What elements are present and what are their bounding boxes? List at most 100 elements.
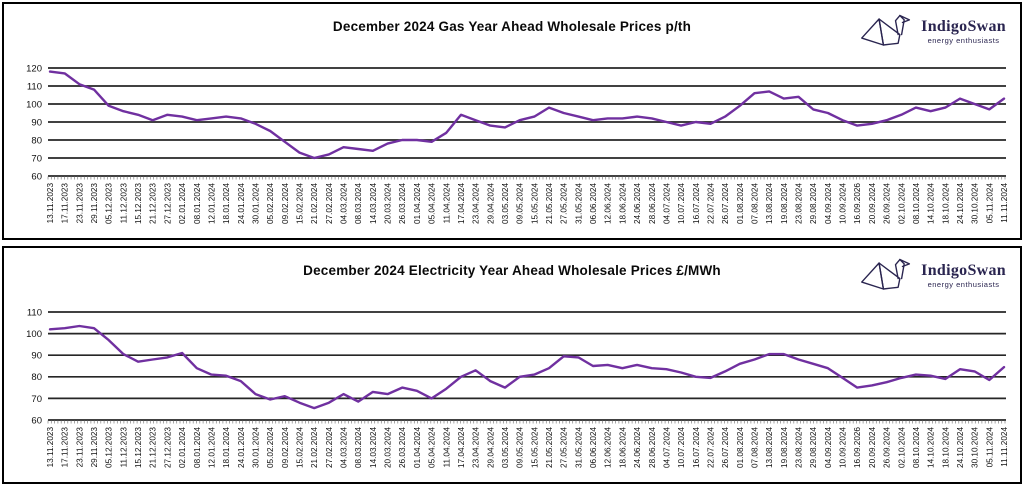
x-axis-label: 26.09.2024 [883,183,892,224]
x-axis-label: 11.04.2024 [442,183,451,224]
x-axis-label: 04.07.2024 [662,183,671,224]
x-axis-label: 20.09.2024 [868,183,877,224]
x-axis-label: 20.03.2024 [384,183,393,224]
x-axis-label: 17.04.2024 [457,183,466,224]
y-axis-label: 120 [26,63,42,74]
x-axis-label: 18.06.2024 [618,427,627,468]
x-axis-label: 24.06.2024 [633,427,642,468]
x-axis-label: 05.04.2024 [428,183,437,224]
x-axis-label: 02.10.2024 [897,183,906,224]
x-axis-label: 21.02.2024 [310,183,319,224]
x-axis-label: 15.02.2024 [296,183,305,224]
x-axis-label: 15.02.2024 [296,427,305,468]
x-axis-label: 29.11.2023 [90,183,99,224]
x-axis-label: 29.08.2024 [809,183,818,224]
x-axis-label: 16.07.2024 [692,427,701,468]
x-axis-label: 17.04.2024 [457,427,466,468]
x-axis-label: 26.09.2024 [883,427,892,468]
x-axis-label: 06.06.2024 [589,427,598,468]
x-axis-label: 21.05.2024 [545,183,554,224]
x-axis-label: 11.11.2024 [1000,183,1009,223]
x-axis-label: 03.05.2024 [501,427,510,468]
x-axis-label: 16.09.2026 [853,183,862,224]
x-axis-label: 22.07.2024 [706,427,715,468]
brand-logo: IndigoSwan energy enthusiasts [860,255,1006,297]
x-axis-label: 24.10.2024 [956,427,965,468]
brand-tagline: energy enthusiasts [927,280,1000,290]
x-axis-label: 12.06.2024 [604,427,613,468]
y-axis-label: 60 [31,171,42,182]
x-axis-label: 30.01.2024 [251,183,260,224]
brand-name: IndigoSwan [921,18,1006,36]
x-axis-label: 17.11.2023 [61,183,70,224]
x-axis-label: 10.07.2024 [677,427,686,468]
x-axis-label: 02.01.2024 [178,427,187,468]
x-axis-label: 04.03.2024 [340,427,349,468]
electricity-chart-title: December 2024 Electricity Year Ahead Who… [303,263,721,278]
brand-name: IndigoSwan [921,262,1006,280]
x-axis-label: 05.04.2024 [428,427,437,468]
x-axis-label: 13.08.2024 [765,427,774,468]
x-axis-label: 10.09.2024 [839,427,848,468]
x-axis-label: 23.08.2024 [795,183,804,224]
gas-chart-title: December 2024 Gas Year Ahead Wholesale P… [332,19,692,34]
x-axis-label: 01.08.2024 [736,427,745,468]
y-axis-label: 100 [26,99,42,110]
x-axis-label: 19.08.2024 [780,427,789,468]
x-axis-label: 26.03.2024 [398,427,407,468]
x-axis-label: 09.02.2024 [281,183,290,224]
x-axis-label: 21.12.2023 [149,183,158,224]
x-axis-label: 13.11.2023 [46,183,55,224]
x-axis-label: 20.09.2024 [868,427,877,468]
x-axis-label: 07.08.2024 [750,427,759,468]
x-axis-label: 26.03.2024 [398,183,407,224]
x-axis-label: 17.11.2023 [61,427,70,468]
y-axis-label: 100 [26,329,42,340]
x-axis-label: 12.01.2024 [207,183,216,224]
x-axis-label: 05.12.2023 [105,427,114,468]
x-axis-label: 05.11.2024 [985,427,994,468]
y-axis-label: 60 [31,415,42,426]
x-axis-label: 30.10.2024 [971,427,980,468]
x-axis-label: 13.08.2024 [765,183,774,224]
x-axis-label: 08.01.2024 [193,427,202,468]
x-axis-label: 24.10.2024 [956,183,965,224]
origami-swan-icon [861,258,911,290]
price-line [48,70,1006,160]
x-axis-label: 15.05.2024 [530,183,539,224]
brand-tagline: energy enthusiasts [927,36,1000,46]
x-axis-label: 23.11.2023 [75,183,84,224]
x-axis-label: 04.03.2024 [340,183,349,224]
x-axis-label: 13.11.2023 [46,427,55,468]
x-axis-label: 14.03.2024 [369,183,378,224]
x-axis-label: 08.01.2024 [193,183,202,224]
x-axis-label: 12.01.2024 [207,427,216,468]
x-axis-label: 01.08.2024 [736,183,745,224]
x-axis-label: 16.07.2024 [692,183,701,224]
x-axis-label: 06.06.2024 [589,183,598,224]
x-axis-label: 28.06.2024 [648,183,657,224]
x-axis-label: 08.10.2024 [912,183,921,224]
x-axis-label: 23.11.2023 [75,427,84,468]
x-axis-label: 11.12.2023 [119,183,128,224]
x-axis-label: 18.06.2024 [618,183,627,224]
x-axis-label: 30.10.2024 [971,183,980,224]
x-axis-label: 21.12.2023 [149,427,158,468]
x-axis-label: 05.02.2024 [266,427,275,468]
x-axis-label: 04.07.2024 [662,427,671,468]
x-axis-label: 21.05.2024 [545,427,554,468]
x-axis-label: 09.05.2024 [516,183,525,224]
x-axis-label: 05.12.2023 [105,183,114,224]
x-axis-label: 14.10.2024 [927,427,936,468]
x-axis-label: 28.06.2024 [648,427,657,468]
x-axis-label: 26.07.2024 [721,183,730,224]
x-axis-label: 18.01.2024 [222,427,231,468]
x-axis-label: 22.07.2024 [706,183,715,224]
x-axis-label: 08.10.2024 [912,427,921,468]
x-axis-label: 08.03.2024 [354,427,363,468]
x-axis-label: 05.11.2024 [985,183,994,224]
x-axis-label: 27.12.2023 [163,183,172,224]
x-axis-label: 05.02.2024 [266,183,275,224]
x-axis-label: 15.12.2023 [134,183,143,224]
x-axis-label: 10.07.2024 [677,183,686,224]
